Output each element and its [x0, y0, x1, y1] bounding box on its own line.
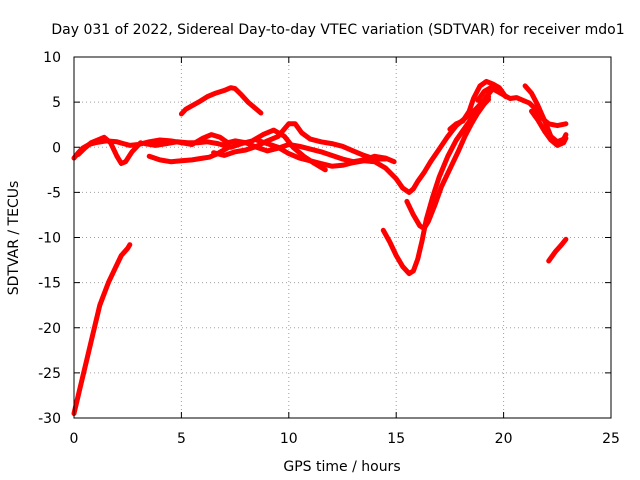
- y-tick-label: 5: [52, 95, 61, 111]
- y-tick-label: -25: [38, 366, 61, 382]
- y-tick-label: -15: [38, 276, 61, 292]
- y-axis-label: SDTVAR / TECUs: [6, 181, 22, 296]
- series-line-arc-11: [404, 96, 492, 231]
- y-tick-label: -10: [38, 231, 61, 247]
- chart-title: Day 031 of 2022, Sidereal Day-to-day VTE…: [51, 22, 624, 38]
- series-line-arc-7: [211, 121, 388, 162]
- y-tick-labels: -30 -25 -20 -15 -10 -5 0 5 10: [38, 50, 61, 427]
- series-line-arc-10: [380, 86, 496, 277]
- y-tick-label: -5: [47, 185, 61, 201]
- series-line-arc-4: [142, 127, 328, 173]
- series-line-arc-3: [75, 134, 144, 166]
- series-line-arc-6: [178, 85, 264, 117]
- y-tick-label: 10: [43, 50, 61, 66]
- x-tick-label: 5: [177, 431, 186, 447]
- y-tick-label: -30: [38, 411, 61, 427]
- x-tick-label: 25: [602, 431, 620, 447]
- series-line-arc-1: [71, 242, 133, 416]
- y-tick-label: 0: [52, 140, 61, 156]
- x-tick-label: 20: [495, 431, 513, 447]
- x-axis-label: GPS time / hours: [283, 459, 400, 475]
- series-group: [71, 78, 569, 416]
- series-line-arc-15: [529, 108, 569, 148]
- x-tick-label: 15: [387, 431, 405, 447]
- x-tick-label: 10: [280, 431, 298, 447]
- axis-ticks: [73, 56, 612, 419]
- series-line-arc-16: [546, 236, 569, 264]
- y-tick-label: -20: [38, 321, 61, 337]
- x-tick-labels: 0 5 10 15 20 25: [70, 431, 620, 447]
- x-tick-label: 0: [70, 431, 79, 447]
- series-line-arc-12: [447, 78, 509, 132]
